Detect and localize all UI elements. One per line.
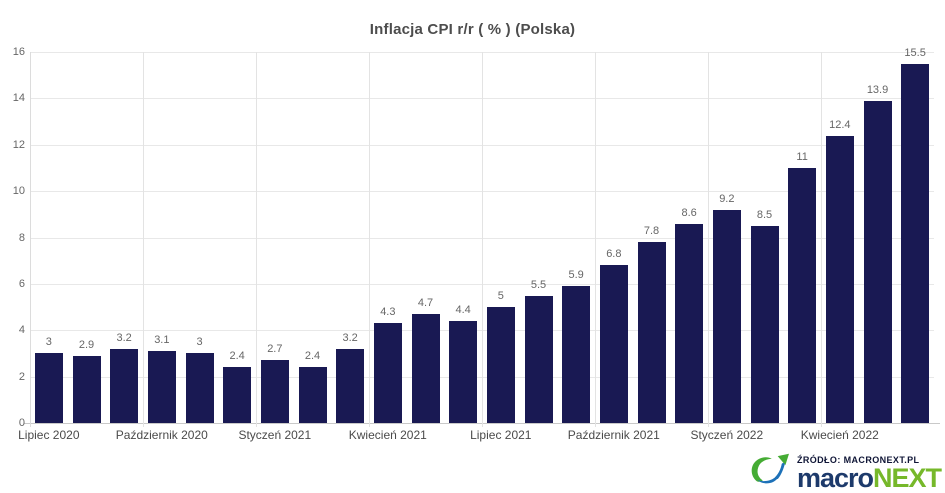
bar-value-label: 4.4 [455,304,471,316]
v-gridline [595,52,596,427]
bar-value-label: 15.5 [904,46,926,59]
bar-value-label: 2.7 [267,343,283,356]
bar[interactable] [336,348,365,423]
y-axis-tick-label: 12 [12,138,25,151]
y-axis-tick-label: 6 [18,277,25,290]
bar[interactable] [562,286,591,423]
v-gridline [256,52,257,427]
bar[interactable] [147,351,176,423]
bar[interactable] [449,321,478,423]
bar[interactable] [185,353,214,423]
bar-value-label: 12.4 [829,118,851,131]
v-gridline [369,52,370,427]
y-axis-tick-label: 4 [18,324,25,337]
bar[interactable] [901,63,930,423]
bar-value-label: 2.4 [229,350,245,363]
x-axis-tick-label: Lipiec 2020 [18,428,80,442]
bar-value-label: 13.9 [866,83,889,96]
bar-value-label: 3.1 [154,334,170,347]
bar-value-label: 6.8 [606,248,622,261]
bar[interactable] [788,167,817,423]
source-footer: ŹRÓDŁO: MACRONEXT.PL macroNEXT [746,452,942,493]
bar-value-label: 4.3 [380,306,396,319]
bar[interactable] [524,295,553,423]
v-gridline [708,52,709,427]
brand-macro: macro [796,463,874,493]
x-axis-tick-label: Styczeń 2021 [238,428,312,442]
bar[interactable] [373,323,402,423]
y-axis-tick-label: 14 [12,92,25,105]
bar-value-label: 7.8 [643,225,660,238]
bar[interactable] [712,209,741,423]
y-axis-tick-label: 10 [12,185,25,198]
bar-value-label: 11 [796,150,808,163]
y-axis-line [30,52,31,427]
bar-value-label: 3.2 [116,331,132,344]
x-axis-tick-label: Lipiec 2021 [470,428,532,442]
bar[interactable] [223,367,252,423]
y-axis-tick-label: 2 [18,370,25,383]
bar-value-label: 8.6 [681,206,697,219]
bar[interactable] [675,223,704,423]
bar-value-label: 8.5 [756,208,773,221]
y-axis-tick-label: 0 [18,417,25,429]
bar[interactable] [863,100,892,423]
bar-value-label: 4.7 [417,297,434,309]
bar[interactable] [298,367,327,423]
x-axis-tick-label: Październik 2021 [567,428,660,442]
y-axis-tick-label: 16 [12,46,25,58]
bar[interactable] [825,135,854,423]
bar[interactable] [750,225,779,423]
bar-value-label: 2.4 [304,350,321,363]
v-gridline [821,52,822,427]
bar-value-label: 5.9 [568,269,584,282]
x-axis-tick-label: Kwiecień 2022 [800,428,879,442]
bar[interactable] [260,360,289,423]
bar-value-label: 9.2 [719,192,735,205]
bar-value-label: 5 [497,290,504,303]
bar-value-label: 3.2 [342,331,358,344]
bar[interactable] [486,307,515,423]
bar[interactable] [72,355,101,423]
brand-next: NEXT [872,463,942,493]
brand-wordmark: macroNEXT [796,463,942,493]
bar[interactable] [34,353,63,423]
bar-value-label: 2.9 [78,338,95,351]
x-axis-tick-label: Kwiecień 2021 [348,428,427,442]
bar[interactable] [637,242,666,423]
bar[interactable] [110,348,139,423]
y-axis-tick-label: 8 [18,231,25,244]
x-axis-tick-label: Październik 2020 [115,428,208,442]
bar-value-label: 3 [196,336,203,349]
v-gridline [482,52,483,427]
bar-value-label: 5.5 [530,278,547,291]
chart-title: Inflacja CPI r/r ( % ) (Polska) [369,21,576,38]
bar-value-label: 3 [45,336,52,349]
source-label: ŹRÓDŁO: MACRONEXT.PL [796,455,920,465]
bar[interactable] [599,265,628,423]
bar[interactable] [411,314,440,423]
x-axis-tick-label: Styczeń 2022 [690,428,764,442]
macronext-swoosh-arrow-icon [751,453,789,484]
v-gridline [143,52,144,427]
